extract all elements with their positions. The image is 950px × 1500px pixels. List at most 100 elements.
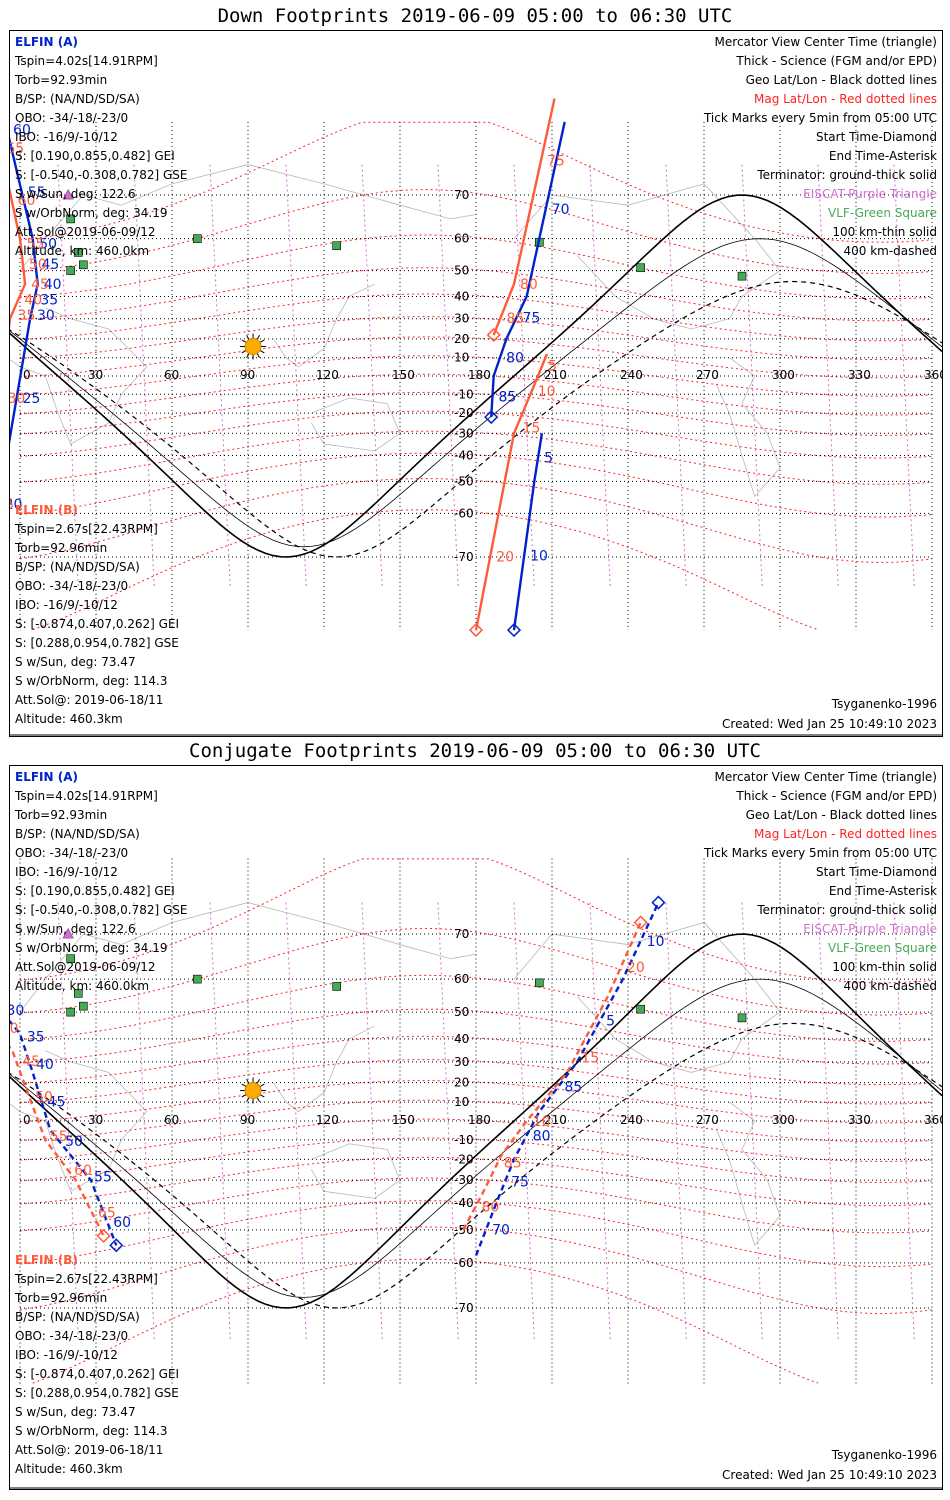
elfin-b-line: S: [0.288,0.954,0.782] GSE — [15, 1386, 179, 1400]
sun-ray — [256, 353, 260, 359]
elfin-a-line: Altitude, km: 460.0km — [15, 244, 150, 258]
vlf-station-marker — [66, 954, 75, 964]
sun-ray — [259, 1094, 265, 1098]
lat-tick-label: 50 — [454, 1005, 469, 1019]
lat-tick-label: 20 — [454, 332, 469, 346]
elfin-a-block: ELFIN (A) Tspin=4.02s[14.91RPM] Torb=92.… — [15, 33, 188, 261]
coastline — [272, 1025, 375, 1113]
lon-tick-label: 90 — [240, 1113, 255, 1127]
vlf-station-marker — [66, 214, 75, 224]
legend: Mercator View Center Time (triangle) Thi… — [704, 33, 937, 261]
lon-tick-label: 60 — [164, 368, 179, 382]
coastline — [19, 902, 477, 1013]
track-time-label: 80 — [533, 1128, 551, 1144]
coastline — [310, 1143, 401, 1199]
sun-ray — [246, 353, 250, 359]
legend-item: Start Time-Diamond — [815, 865, 937, 879]
track-time-label: 70 — [492, 1222, 510, 1238]
footprint-track — [474, 902, 660, 1257]
legend-item: 400 km-dashed — [843, 244, 937, 258]
legend-item: Start Time-Diamond — [815, 130, 937, 144]
legend-item: 100 km-thin solid — [832, 960, 937, 974]
mag-lat-line — [19, 1137, 933, 1183]
lat-tick-label: 20 — [454, 1076, 469, 1090]
lat-tick-label: -30 — [454, 1173, 474, 1187]
elfin-a-line: Torb=92.93min — [15, 808, 108, 822]
track-time-label: 30 — [10, 391, 25, 407]
sun-ray — [241, 1083, 247, 1087]
coastline — [310, 397, 401, 452]
elfin-a-line: OBO: -34/-18/-23/0 — [15, 846, 129, 860]
track-time-label: 45 — [22, 1054, 40, 1070]
track-time-label: 30 — [37, 308, 55, 324]
sun-marker — [244, 337, 262, 355]
legend-item: VLF-Green Square — [828, 206, 937, 220]
model-label: Tsyganenko-1996 — [831, 697, 937, 711]
legend-item: Mercator View Center Time (triangle) — [714, 770, 937, 784]
vlf-station-marker — [73, 989, 83, 998]
footprint-track — [512, 433, 544, 631]
track-time-label: 35 — [40, 292, 58, 308]
vlf-station-marker — [66, 266, 75, 275]
track-time-label: 35 — [18, 308, 36, 324]
lon-tick-label: 150 — [392, 1113, 415, 1127]
panel-title-conjugate: Conjugate Footprints 2019-06-09 05:00 to… — [189, 740, 761, 762]
legend-item: Geo Lat/Lon - Black dotted lines — [745, 73, 937, 87]
track-time-label: 60 — [18, 193, 36, 209]
lon-tick-label: 30 — [88, 1113, 103, 1127]
vlf-station-marker — [636, 263, 645, 273]
mag-lat-line — [19, 234, 933, 300]
track-time-label: 10 — [647, 934, 665, 950]
lon-tick-label: 270 — [696, 1113, 719, 1127]
sun-ray — [241, 339, 247, 343]
mag-lat-line — [19, 293, 933, 342]
eiscat-marker — [62, 188, 74, 200]
track-time-label: 20 — [10, 497, 22, 513]
legend-item: End Time-Asterisk — [828, 884, 937, 898]
lat-tick-label: 50 — [454, 264, 469, 278]
mag-lat-line — [19, 858, 933, 984]
footprint-track — [474, 353, 549, 631]
tick-labels: 0 30 60 90 120 150 180 210 240 270 300 330 360 70 60 50… — [23, 927, 942, 1315]
mag-lat-line — [19, 478, 933, 563]
mag-lat-line — [32, 509, 819, 631]
legend-item: Geo Lat/Lon - Black dotted lines — [745, 808, 937, 822]
sun-ray — [246, 1097, 250, 1103]
track-time-label: 5 — [544, 450, 553, 466]
lon-tick-label: 210 — [544, 1113, 567, 1127]
mag-lat-line — [19, 121, 933, 243]
lat-tick-label: 10 — [454, 351, 469, 365]
lon-tick-label: 60 — [164, 1113, 179, 1127]
elfin-b-line: IBO: -16/9/-10/12 — [15, 598, 118, 612]
terminator-ground — [10, 194, 942, 558]
lon-tick-label: 180 — [468, 368, 491, 382]
lon-tick-label: 120 — [316, 368, 339, 382]
created-label: Created: Wed Jan 25 10:49:10 2023 — [722, 717, 937, 731]
terminator-400km — [10, 280, 942, 558]
legend-item: Thick - Science (FGM and/or EPD) — [736, 54, 937, 68]
tick-labels: 0 30 60 90 120 150 180 210 240 270 300 330 360 70 60 50… — [23, 188, 942, 564]
track-time-label: 80 — [506, 350, 524, 366]
track-time-label: 55 — [50, 1129, 68, 1145]
terminator-100km — [10, 238, 942, 548]
eiscat-marker — [62, 928, 74, 939]
track-time-label: 55 — [94, 1170, 112, 1186]
vlf-station-marker — [73, 248, 83, 257]
track-time-label: 85 — [564, 1080, 582, 1096]
lat-tick-label: 60 — [454, 972, 469, 986]
sun-ray — [259, 1083, 265, 1087]
legend-item: Tick Marks every 5min from 05:00 UTC — [703, 846, 937, 860]
track-time-label: 25 — [10, 497, 14, 513]
vlf-station-marker — [193, 234, 202, 243]
created-label: Created: Wed Jan 25 10:49:10 2023 — [722, 1468, 937, 1482]
lon-tick-label: 90 — [240, 368, 255, 382]
map-panel-conjugate: 0 30 60 90 120 150 180 210 240 270 300 330 360 70 60 50… — [9, 765, 943, 1490]
track-time-label: 75 — [547, 153, 565, 169]
sun-ray — [256, 334, 260, 340]
elfin-b-line: S w/OrbNorm, deg: 114.3 — [15, 1424, 168, 1438]
elfin-b-name: ELFIN (B) — [15, 1253, 78, 1267]
sun-ray — [246, 1079, 250, 1084]
elfin-b-line: Altitude: 460.3km — [15, 712, 123, 726]
mag-lat-line — [19, 1200, 933, 1268]
elfin-a-line: OBO: -34/-18/-23/0 — [15, 111, 129, 125]
